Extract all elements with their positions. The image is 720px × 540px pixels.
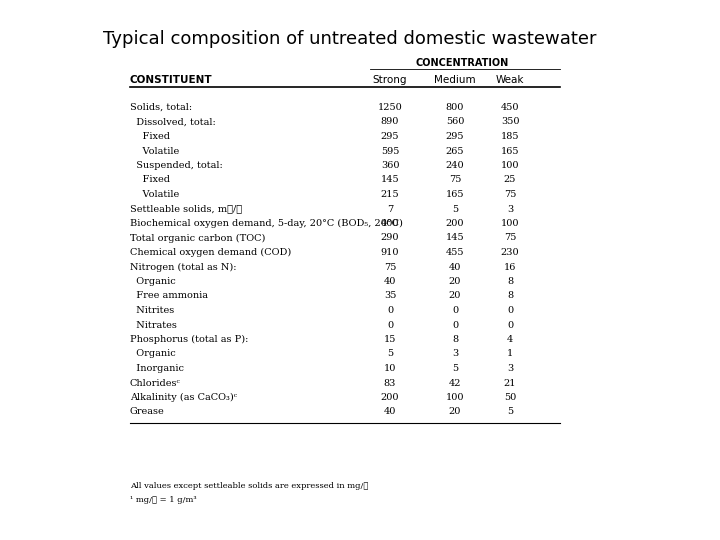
Text: 75: 75 <box>504 233 516 242</box>
Text: 83: 83 <box>384 379 396 388</box>
Text: Grease: Grease <box>130 408 165 416</box>
Text: 0: 0 <box>387 306 393 315</box>
Text: Volatile: Volatile <box>130 146 179 156</box>
Text: 4: 4 <box>507 335 513 344</box>
Text: Settleable solids, mℓ/ℓ: Settleable solids, mℓ/ℓ <box>130 205 242 213</box>
Text: 240: 240 <box>446 161 464 170</box>
Text: All values except settleable solids are expressed in mg/ℓ: All values except settleable solids are … <box>130 482 369 490</box>
Text: Chloridesᶜ: Chloridesᶜ <box>130 379 181 388</box>
Text: 5: 5 <box>452 364 458 373</box>
Text: Biochemical oxygen demand, 5-day, 20°C (BOD₅, 20°C): Biochemical oxygen demand, 5-day, 20°C (… <box>130 219 403 228</box>
Text: 450: 450 <box>500 103 519 112</box>
Text: 15: 15 <box>384 335 396 344</box>
Text: 200: 200 <box>446 219 464 228</box>
Text: 185: 185 <box>500 132 519 141</box>
Text: Organic: Organic <box>130 277 176 286</box>
Text: 295: 295 <box>446 132 464 141</box>
Text: 75: 75 <box>449 176 462 185</box>
Text: 35: 35 <box>384 292 396 300</box>
Text: 8: 8 <box>452 335 458 344</box>
Text: 1: 1 <box>507 349 513 359</box>
Text: 8: 8 <box>507 292 513 300</box>
Text: 10: 10 <box>384 364 396 373</box>
Text: 290: 290 <box>381 233 400 242</box>
Text: Medium: Medium <box>434 75 476 85</box>
Text: 7: 7 <box>387 205 393 213</box>
Text: Free ammonia: Free ammonia <box>130 292 208 300</box>
Text: 40: 40 <box>384 277 396 286</box>
Text: 215: 215 <box>381 190 400 199</box>
Text: 8: 8 <box>507 277 513 286</box>
Text: 5: 5 <box>507 408 513 416</box>
Text: 455: 455 <box>446 248 464 257</box>
Text: 5: 5 <box>387 349 393 359</box>
Text: Inorganic: Inorganic <box>130 364 184 373</box>
Text: 295: 295 <box>381 132 400 141</box>
Text: 145: 145 <box>381 176 400 185</box>
Text: Alkalinity (as CaCO₃)ᶜ: Alkalinity (as CaCO₃)ᶜ <box>130 393 237 402</box>
Text: 595: 595 <box>381 146 399 156</box>
Text: 20: 20 <box>449 408 462 416</box>
Text: Volatile: Volatile <box>130 190 179 199</box>
Text: 560: 560 <box>446 118 464 126</box>
Text: Dissolved, total:: Dissolved, total: <box>130 118 216 126</box>
Text: Typical composition of untreated domestic wastewater: Typical composition of untreated domesti… <box>103 30 597 48</box>
Text: Nitrogen (total as N):: Nitrogen (total as N): <box>130 262 236 272</box>
Text: 5: 5 <box>452 205 458 213</box>
Text: 800: 800 <box>446 103 464 112</box>
Text: CONSTITUENT: CONSTITUENT <box>130 75 212 85</box>
Text: Nitrates: Nitrates <box>130 321 177 329</box>
Text: 3: 3 <box>507 205 513 213</box>
Text: 21: 21 <box>504 379 516 388</box>
Text: 0: 0 <box>452 321 458 329</box>
Text: 3: 3 <box>507 364 513 373</box>
Text: 20: 20 <box>449 292 462 300</box>
Text: 25: 25 <box>504 176 516 185</box>
Text: 265: 265 <box>446 146 464 156</box>
Text: 20: 20 <box>449 277 462 286</box>
Text: 400: 400 <box>381 219 400 228</box>
Text: 890: 890 <box>381 118 399 126</box>
Text: 350: 350 <box>500 118 519 126</box>
Text: 42: 42 <box>449 379 462 388</box>
Text: Total organic carbon (TOC): Total organic carbon (TOC) <box>130 233 266 242</box>
Text: 1250: 1250 <box>377 103 402 112</box>
Text: 40: 40 <box>384 408 396 416</box>
Text: 0: 0 <box>507 306 513 315</box>
Text: Nitrites: Nitrites <box>130 306 174 315</box>
Text: 100: 100 <box>446 393 464 402</box>
Text: 145: 145 <box>446 233 464 242</box>
Text: Organic: Organic <box>130 349 176 359</box>
Text: Phosphorus (total as P):: Phosphorus (total as P): <box>130 335 248 344</box>
Text: 3: 3 <box>452 349 458 359</box>
Text: 100: 100 <box>500 219 519 228</box>
Text: 0: 0 <box>507 321 513 329</box>
Text: Fixed: Fixed <box>130 176 170 185</box>
Text: 75: 75 <box>384 262 396 272</box>
Text: Chemical oxygen demand (COD): Chemical oxygen demand (COD) <box>130 248 292 257</box>
Text: 50: 50 <box>504 393 516 402</box>
Text: 360: 360 <box>381 161 400 170</box>
Text: ¹ mg/ℓ = 1 g/m³: ¹ mg/ℓ = 1 g/m³ <box>130 496 197 504</box>
Text: 16: 16 <box>504 262 516 272</box>
Text: Weak: Weak <box>496 75 524 85</box>
Text: 910: 910 <box>381 248 400 257</box>
Text: 0: 0 <box>452 306 458 315</box>
Text: 0: 0 <box>387 321 393 329</box>
Text: Solids, total:: Solids, total: <box>130 103 192 112</box>
Text: 200: 200 <box>381 393 400 402</box>
Text: 40: 40 <box>449 262 462 272</box>
Text: 100: 100 <box>500 161 519 170</box>
Text: CONCENTRATION: CONCENTRATION <box>416 58 509 68</box>
Text: 165: 165 <box>446 190 464 199</box>
Text: 75: 75 <box>504 190 516 199</box>
Text: Fixed: Fixed <box>130 132 170 141</box>
Text: 230: 230 <box>500 248 519 257</box>
Text: Strong: Strong <box>373 75 408 85</box>
Text: Suspended, total:: Suspended, total: <box>130 161 222 170</box>
Text: 165: 165 <box>500 146 519 156</box>
